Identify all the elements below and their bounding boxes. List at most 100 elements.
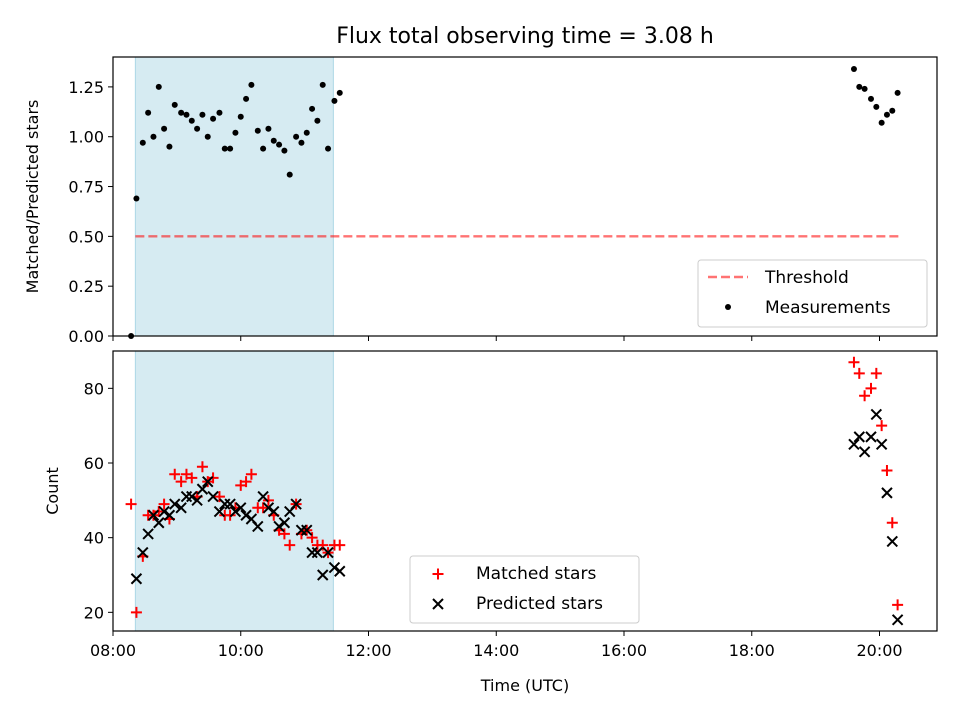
x-tick-label: 18:00: [729, 641, 775, 660]
y-tick-label: 0.75: [68, 178, 104, 197]
predicted-star-point: [158, 505, 170, 518]
matched-star-point: [169, 468, 181, 480]
predicted-star-point: [317, 569, 329, 581]
axes-frame: [112, 350, 938, 632]
y-tick-label: 0.50: [68, 227, 104, 246]
legend-box: [409, 555, 640, 624]
legend-matched-swatch: [432, 568, 444, 580]
measurement-point: [856, 83, 863, 90]
predicted-star-point: [848, 438, 860, 451]
predicted-star-point: [142, 528, 154, 540]
y-tick-label: 0.25: [68, 277, 104, 296]
predicted-star-point: [202, 475, 214, 488]
predicted-star-point: [153, 517, 165, 529]
measurement-point: [248, 81, 255, 88]
x-tick-label: 16:00: [601, 641, 647, 660]
x-tick-label: 12:00: [345, 641, 391, 660]
measurement-point: [183, 111, 190, 118]
figure-title: Flux total observing time = 3.08 h: [336, 24, 714, 49]
measurement-point: [336, 89, 343, 96]
measurement-point: [293, 133, 300, 140]
measurement-point: [171, 101, 178, 108]
predicted-star-point: [290, 498, 302, 510]
predicted-star-point: [186, 490, 198, 503]
predicted-star-point: [252, 520, 264, 533]
predicted-star-point: [213, 505, 226, 518]
measurement-point: [331, 97, 338, 104]
measurement-point: [894, 89, 901, 96]
predicted-star-point: [278, 517, 291, 529]
predicted-star-point: [196, 483, 209, 495]
legend-matched-label: Matched stars: [476, 564, 596, 584]
matched-star-point: [240, 476, 252, 488]
x-axis-label: Time (UTC): [480, 676, 569, 695]
measurement-point: [199, 111, 206, 118]
measurement-point: [260, 145, 267, 152]
y-tick-label: 20: [84, 603, 104, 622]
measurement-point: [270, 137, 277, 144]
predicted-star-point: [207, 490, 219, 503]
y-tick-label: 40: [84, 529, 104, 548]
measurement-point: [889, 107, 896, 114]
matched-star-point: [213, 491, 225, 503]
matched-star-point: [853, 367, 865, 379]
predicted-star-point: [881, 487, 893, 499]
matched-star-point: [284, 539, 296, 551]
x-tick-label: 20:00: [856, 641, 902, 660]
measurement-point: [216, 109, 223, 116]
observing-window-band: [134, 350, 334, 632]
measurement-point: [221, 145, 228, 152]
measurement-point: [139, 139, 146, 146]
measurement-point: [204, 133, 211, 140]
predicted-star-point: [853, 431, 865, 443]
measurement-point: [150, 133, 157, 140]
predicted-star-point: [163, 509, 176, 521]
measurement-point: [873, 103, 880, 110]
predicted-star-point: [175, 502, 187, 514]
matched-star-point: [175, 476, 187, 488]
matched-star-point: [196, 461, 208, 473]
measurement-point: [133, 195, 140, 202]
predicted-star-point: [334, 565, 346, 577]
matched-star-point: [257, 502, 269, 514]
axes-frame: [112, 56, 938, 337]
x-tick-label: 08:00: [90, 641, 136, 660]
measurement-point: [850, 65, 857, 72]
measurement-point: [178, 109, 185, 116]
measurement-point: [188, 117, 195, 124]
predicted-star-point: [328, 561, 341, 574]
matched-star-point: [848, 356, 860, 368]
matched-star-point: [334, 539, 346, 551]
y-axis-label: Matched/Predicted stars: [23, 100, 42, 294]
measurement-point: [237, 113, 244, 120]
legend-measurements-swatch: [725, 304, 731, 310]
legend-box: [697, 259, 928, 328]
predicted-star-point: [301, 524, 313, 536]
predicted-star-point: [191, 494, 203, 507]
predicted-star-point: [273, 520, 285, 533]
predicted-star-point: [322, 546, 334, 559]
predicted-star-point: [870, 408, 883, 421]
legend-predicted-label: Predicted stars: [476, 594, 603, 614]
x-tick-label: 10:00: [218, 641, 264, 660]
matched-star-point: [186, 472, 198, 484]
predicted-star-point: [257, 490, 269, 503]
measurement-point: [281, 147, 288, 154]
matched-star-point: [125, 498, 137, 510]
ratio-panel: 0.00 0.25 0.50 0.75 1.00 1.25 Matched/Predicte…: [23, 56, 938, 346]
matched-star-point: [886, 517, 898, 529]
predicted-star-point: [130, 573, 143, 585]
measurement-point: [232, 129, 239, 136]
measurement-point: [194, 125, 201, 132]
measurement-point: [303, 129, 310, 136]
matched-star-point: [317, 539, 329, 551]
legend-threshold-label: Threshold: [764, 268, 849, 288]
predicted-star-point: [235, 502, 247, 514]
matched-star-point: [892, 599, 904, 611]
predicted-star-point: [137, 546, 149, 559]
y-tick-label: 1.25: [68, 78, 104, 97]
matched-star-point: [224, 509, 236, 521]
measurement-point: [210, 115, 217, 122]
measurement-point: [286, 171, 293, 178]
predicted-star-point: [240, 509, 252, 521]
